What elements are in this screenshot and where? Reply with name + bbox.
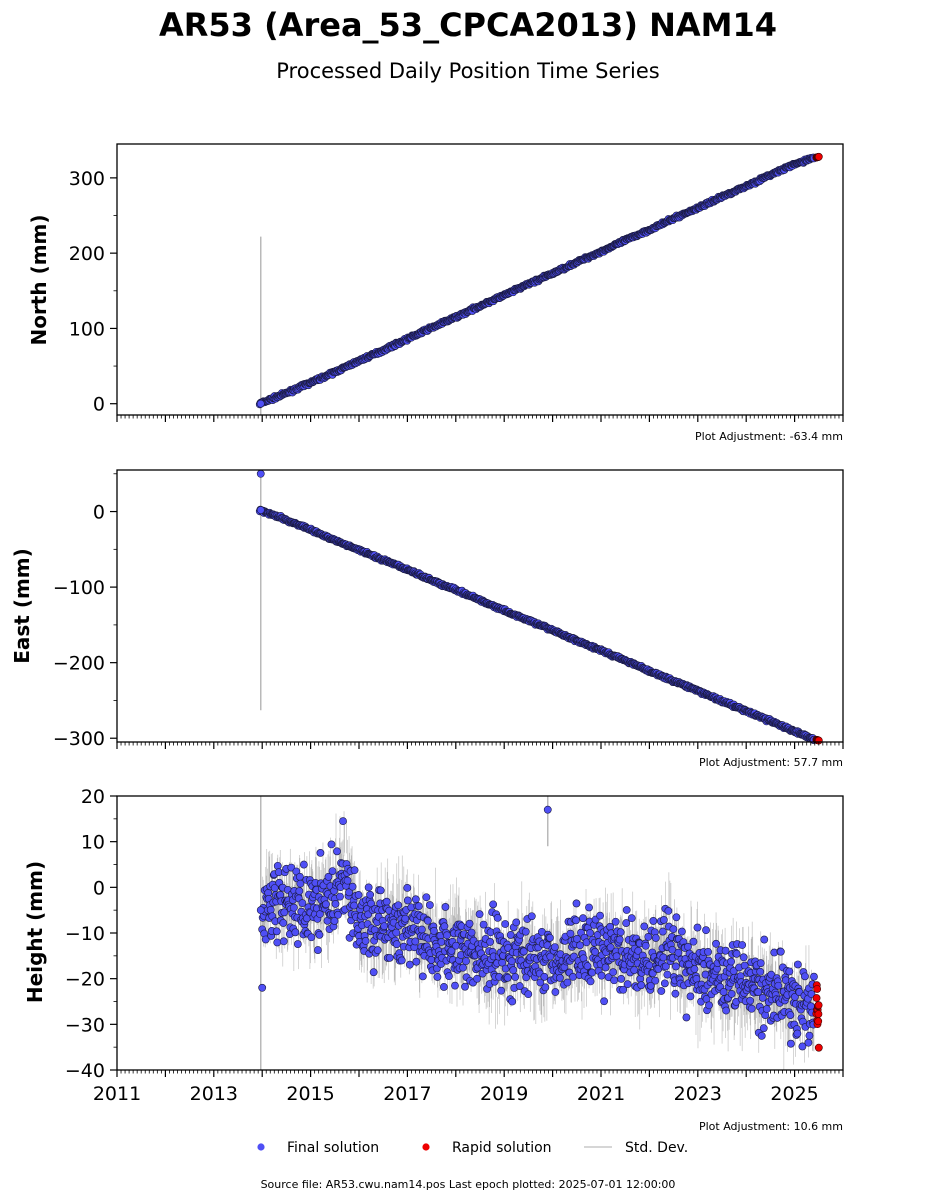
north-panel: 0 100 200 300 North (mm) Plot Adjustment: -… bbox=[27, 143, 844, 443]
east-ylabel: East (mm) bbox=[10, 548, 34, 664]
north-y-tick-label: 200 bbox=[69, 243, 105, 265]
north-rapid-point bbox=[814, 152, 823, 161]
east-outlier-point bbox=[256, 506, 265, 514]
east-y-tick-label: −200 bbox=[53, 653, 105, 675]
chart-title: AR53 (Area_53_CPCA2013) NAM14 bbox=[159, 6, 777, 44]
north-outlier-point bbox=[256, 399, 265, 408]
north-y-tick-label: 300 bbox=[69, 168, 105, 190]
east-outlier-point bbox=[256, 469, 265, 478]
north-axes-frame bbox=[116, 143, 844, 416]
north-y-tick-label: 0 bbox=[93, 394, 105, 416]
north-y-tick-label: 100 bbox=[69, 318, 105, 340]
east-y-tick-label: 0 bbox=[93, 502, 105, 524]
east-y-tick-label: −100 bbox=[53, 577, 105, 599]
north-adjustment: Plot Adjustment: -63.4 mm bbox=[695, 430, 843, 443]
north-ticks: 0 100 200 300 bbox=[69, 168, 844, 422]
east-ticks: 0 −100 −200 −300 bbox=[53, 473, 844, 750]
north-ylabel: North (mm) bbox=[27, 214, 51, 345]
chart-subtitle: Processed Daily Position Time Series bbox=[276, 59, 660, 83]
east-points bbox=[255, 469, 823, 745]
north-points bbox=[255, 152, 823, 409]
height-stddev-bars bbox=[259, 796, 815, 1070]
east-adjustment: Plot Adjustment: 57.7 mm bbox=[699, 756, 843, 769]
east-y-tick-label: −300 bbox=[53, 728, 105, 750]
height-panel: 2011 2013 2015 2017 2019 2021 2023 202520100−10… bbox=[23, 786, 844, 1133]
east-panel: 0 −100 −200 −300 East (mm) Plot Adjustment:… bbox=[10, 469, 844, 769]
